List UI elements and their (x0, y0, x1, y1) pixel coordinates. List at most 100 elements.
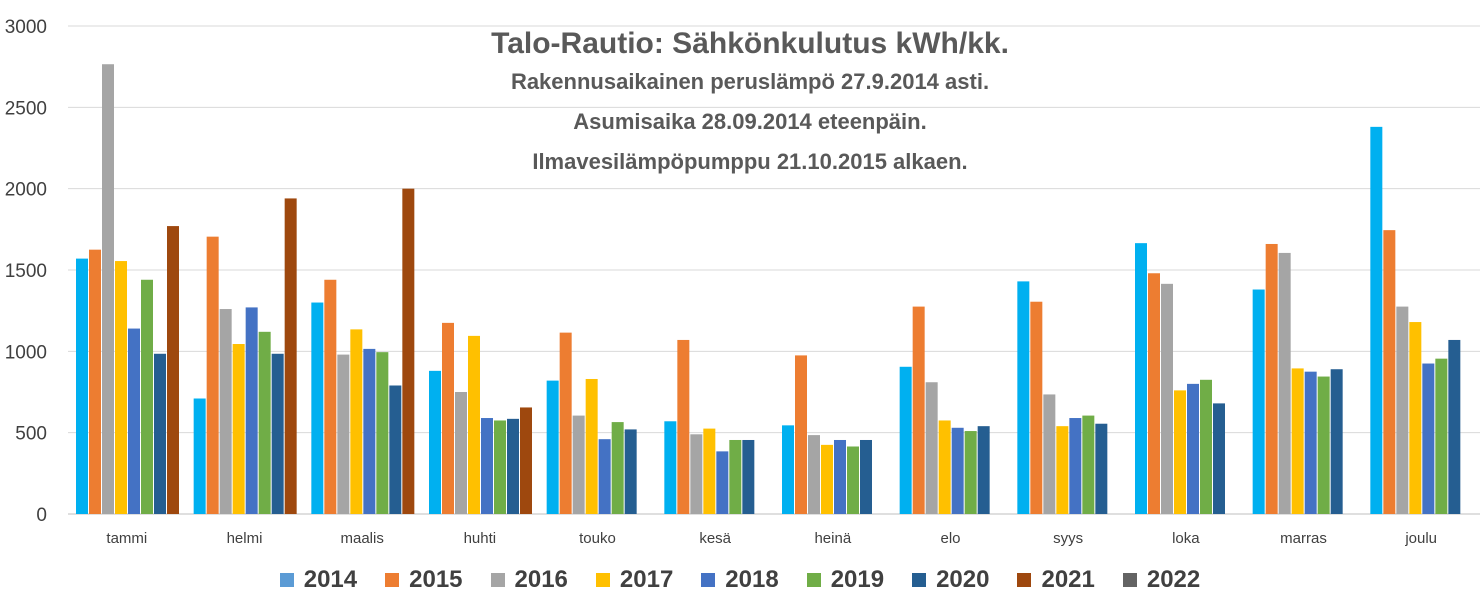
legend-swatch (279, 573, 294, 587)
bar-2014-heinä (782, 425, 794, 514)
legend-item-2019: 2019 (806, 566, 885, 594)
legend-item-2015: 2015 (385, 566, 463, 594)
bar-2020-joulu (1448, 339, 1461, 514)
bar-2019-tammi (141, 279, 153, 514)
bar-2017-kesä (703, 428, 716, 514)
bar-2018-syys (1069, 418, 1082, 514)
bar-2019-loka (1200, 379, 1212, 514)
chart-title-block: Talo-Rautio: Sähkönkulutus kWh/kk. Raken… (350, 26, 1150, 182)
bar-2017-helmi (232, 344, 245, 514)
bar-2015-heinä (795, 355, 807, 514)
bar-2016-loka (1161, 283, 1173, 514)
bar-2018-joulu (1422, 363, 1435, 514)
y-tick-label: 2000 (5, 180, 47, 201)
bar-2020-touko (624, 429, 637, 514)
bar-2015-elo (912, 306, 925, 514)
bar-2019-marras (1317, 376, 1330, 514)
x-tick-label: heinä (814, 530, 851, 547)
legend-item-2020: 2020 (912, 566, 989, 594)
bar-2020-heinä (860, 439, 872, 514)
x-tick-label: joulu (1404, 530, 1437, 547)
bar-2015-helmi (206, 236, 219, 515)
bar-2014-kesä (664, 421, 677, 514)
bar-2016-helmi (219, 309, 232, 514)
legend-label: 2021 (1041, 566, 1095, 593)
legend-swatch (1122, 573, 1137, 587)
bar-2018-kesä (716, 451, 729, 514)
bar-2016-syys (1043, 394, 1056, 514)
bar-2014-touko (546, 380, 559, 514)
y-tick-label: 1500 (5, 261, 47, 282)
bar-2014-syys (1017, 281, 1030, 514)
legend-swatch (1017, 573, 1032, 587)
legend-label: 2019 (830, 566, 885, 593)
x-axis-ticks: tammi helmi maalis huhti touko kesä heinä elo sy… (106, 530, 1437, 547)
legend-item-2017: 2017 (595, 566, 674, 594)
legend-item-2018: 2018 (701, 566, 779, 594)
chart-subtitle-1: Rakennusaikainen peruslämpö 27.9.2014 as… (510, 69, 990, 94)
bar-2017-heinä (821, 444, 833, 514)
bar-2015-kesä (677, 339, 690, 514)
bar-2016-kesä (690, 434, 703, 514)
bar-2015-syys (1030, 301, 1043, 514)
bar-2019-helmi (258, 331, 271, 514)
bar-2015-joulu (1383, 230, 1396, 514)
bar-2018-huhti (481, 418, 493, 514)
bar-2020-huhti (507, 418, 519, 514)
y-axis-ticks: 0 500 1000 1500 2000 2500 3000 (5, 17, 47, 526)
bar-2015-huhti (442, 322, 454, 514)
bar-2018-helmi (245, 307, 258, 514)
x-tick-label: tammi (106, 530, 147, 547)
bar-2016-marras (1278, 252, 1291, 515)
legend-label: 2022 (1146, 566, 1201, 593)
bar-2017-loka (1174, 390, 1186, 514)
bar-2014-helmi (193, 398, 206, 514)
legend-label: 2017 (619, 566, 674, 593)
bar-2018-tammi (128, 328, 140, 514)
x-tick-label: loka (1172, 530, 1200, 547)
bar-2016-joulu (1396, 306, 1409, 514)
bar-2019-heinä (847, 446, 859, 514)
bar-2020-elo (977, 426, 990, 514)
bar-2021-tammi (167, 226, 179, 514)
y-tick-label: 1000 (5, 342, 47, 363)
bar-2017-maalis (350, 329, 363, 514)
bar-2014-elo (899, 366, 912, 514)
y-tick-label: 3000 (5, 17, 47, 38)
bar-2016-heinä (808, 435, 820, 514)
bar-2014-loka (1135, 243, 1147, 514)
bar-2020-maalis (389, 385, 402, 514)
bar-2016-tammi (102, 64, 114, 514)
bar-2014-huhti (429, 370, 441, 514)
bar-2016-touko (572, 415, 585, 514)
chart-title: Talo-Rautio: Sähkönkulutus kWh/kk. (491, 27, 1009, 60)
x-tick-label: syys (1053, 530, 1083, 547)
bar-2021-helmi (284, 198, 297, 514)
legend-swatch (595, 573, 610, 587)
bar-2019-syys (1082, 415, 1095, 514)
legend-item-2021: 2021 (1017, 566, 1095, 594)
bar-2018-touko (598, 439, 611, 514)
x-tick-label: huhti (464, 530, 497, 547)
x-tick-label: kesä (699, 530, 731, 547)
bar-2019-huhti (494, 420, 506, 514)
legend-label: 2020 (936, 566, 990, 593)
bar-2014-marras (1252, 289, 1265, 514)
bar-2015-maalis (324, 279, 337, 514)
legend-swatch (490, 573, 505, 587)
y-tick-label: 2500 (5, 98, 47, 119)
bar-2020-syys (1095, 423, 1108, 514)
bar-2015-tammi (89, 249, 101, 514)
bar-2018-elo (951, 427, 964, 514)
legend-swatch (701, 573, 716, 587)
bar-2016-elo (925, 382, 938, 514)
legend-item-2016: 2016 (490, 566, 568, 594)
bar-2020-loka (1213, 403, 1225, 514)
bar-2020-marras (1330, 369, 1343, 514)
bar-2019-joulu (1435, 358, 1448, 514)
legend-item-2014: 2014 (279, 566, 357, 594)
bar-2017-huhti (468, 335, 480, 514)
legend-swatch (385, 573, 400, 587)
bar-2020-helmi (271, 353, 284, 514)
